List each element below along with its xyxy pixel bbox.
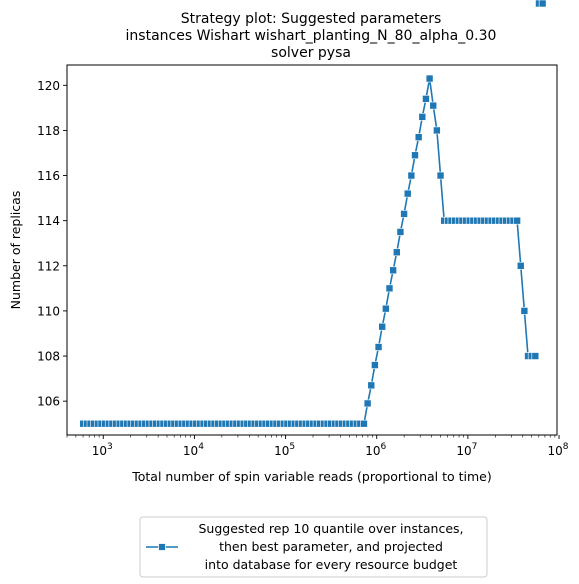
legend-label-line-2: then best parameter, and projected — [219, 539, 443, 554]
data-point — [516, 261, 525, 270]
y-tick-label: 120 — [37, 79, 60, 93]
data-point — [392, 248, 401, 257]
data-point — [385, 284, 394, 293]
legend: Suggested rep 10 quantile over instances… — [139, 516, 488, 578]
plot-frame — [66, 64, 558, 436]
y-tick-label: 106 — [37, 395, 60, 409]
data-point — [411, 151, 419, 160]
legend-label-line-3: into database for every resource budget — [205, 557, 458, 572]
x-axis-ticks: 103 104 105 106 107 108 — [66, 435, 569, 458]
x-tick-label: 104 — [183, 442, 204, 458]
data-point — [436, 171, 445, 180]
y-tick-label: 114 — [37, 214, 60, 228]
data-point — [396, 228, 405, 236]
x-tick-label: 107 — [456, 442, 477, 458]
x-tick-label: 106 — [365, 442, 386, 458]
y-tick-label: 110 — [37, 304, 60, 318]
chart-title-line-1: Strategy plot: Suggested parameters — [181, 11, 442, 27]
x-axis-label: Total number of spin variable reads (pro… — [131, 469, 492, 484]
data-point — [433, 126, 441, 135]
data-point — [520, 307, 529, 315]
data-point — [378, 322, 387, 331]
y-tick-label: 112 — [37, 259, 60, 273]
x-tick-label: 103 — [92, 442, 113, 458]
legend-box — [139, 516, 488, 578]
data-point — [371, 361, 379, 369]
plot-area — [79, 0, 547, 428]
data-point — [367, 381, 376, 390]
data-point — [422, 95, 430, 103]
y-tick-label: 116 — [37, 169, 60, 183]
data-point — [513, 216, 521, 225]
data-point — [360, 419, 368, 428]
data-point — [363, 399, 372, 408]
data-point — [531, 352, 540, 360]
data-point — [403, 189, 412, 198]
y-axis-ticks: 106 108 110 112 114 116 118 120 — [37, 79, 67, 409]
data-point — [407, 171, 416, 180]
legend-marker — [158, 543, 166, 551]
y-tick-label: 118 — [37, 124, 60, 138]
data-point — [414, 133, 423, 141]
data-point — [374, 343, 383, 351]
data-point — [400, 210, 408, 218]
legend-label-line-1: Suggested rep 10 quantile over instances… — [198, 521, 463, 536]
x-tick-label: 108 — [548, 442, 569, 458]
data-point — [429, 101, 438, 110]
y-tick-label: 108 — [37, 350, 60, 364]
data-point — [418, 113, 427, 121]
data-point — [382, 304, 390, 313]
y-axis-label: Number of replicas — [8, 191, 23, 310]
data-point — [389, 266, 397, 275]
data-point — [425, 74, 434, 83]
x-tick-label: 105 — [274, 442, 295, 458]
series-line — [83, 77, 536, 425]
data-point — [538, 0, 547, 8]
chart-title-line-2: instances Wishart wishart_planting_N_80_… — [126, 28, 497, 44]
chart-title-line-3: solver pysa — [271, 45, 351, 61]
